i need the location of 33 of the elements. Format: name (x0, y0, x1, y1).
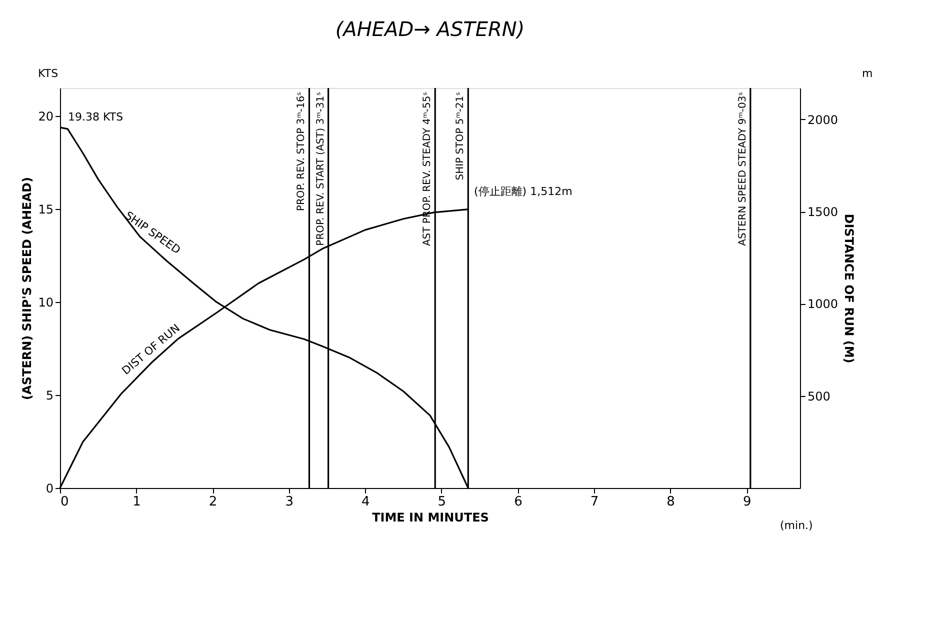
ref-line-label: SHIP STOP 5ᵐ-21ˢ (455, 92, 466, 180)
y-tick-label: 20 (38, 109, 54, 124)
x-tick-label: 6 (514, 494, 522, 510)
x-tick-label: 2 (208, 494, 218, 510)
y-tick-label: 0 (46, 482, 54, 496)
x-tick-label: 9 (742, 494, 752, 510)
ref-line-label: PROP. REV. START (AST) 3ᵐ-31ˢ (315, 92, 326, 246)
x-tick-label: 7 (590, 494, 599, 510)
y2-tick-label: 1500 (808, 205, 838, 219)
ref-line-label: ASTERN SPEED STEADY 9ᵐ-03ˢ (737, 92, 748, 246)
y2-axis-title: DISTANCE OF RUN (M) (842, 214, 856, 364)
chart-title: (AHEAD→ ASTERN) (335, 17, 525, 41)
y-axis-title: (ASTERN) SHIP'S SPEED (AHEAD) (20, 177, 34, 400)
annotation: 19.38 KTS (68, 110, 124, 124)
text: KTS (38, 67, 58, 80)
y2-tick-label: 2000 (808, 112, 838, 127)
y2-tick-label: 1000 (808, 297, 838, 312)
x-tick-label: 4 (362, 494, 370, 510)
y-tick-label: 10 (38, 295, 54, 310)
x-axis-title: TIME IN MINUTES (372, 510, 489, 524)
text: m (862, 67, 873, 80)
y-tick-label: 15 (38, 202, 54, 216)
ref-line-label: AST PROP. REV. STEADY 4ᵐ-55ˢ (422, 92, 434, 246)
x-tick-label: 3 (285, 494, 294, 510)
x-tick-label: 0 (60, 494, 69, 510)
y-tick-label: 5 (46, 388, 54, 402)
ref-line-label: PROP. REV. STOP 3ᵐ-16ˢ (296, 92, 308, 212)
annotation: (停止距離) 1,512m (474, 185, 572, 198)
y2-tick-label: 500 (808, 389, 830, 404)
text: (min.) (780, 519, 813, 532)
x-tick-label: 5 (438, 494, 446, 510)
x-tick-label: 8 (666, 494, 675, 510)
x-tick-label: 1 (132, 494, 141, 510)
